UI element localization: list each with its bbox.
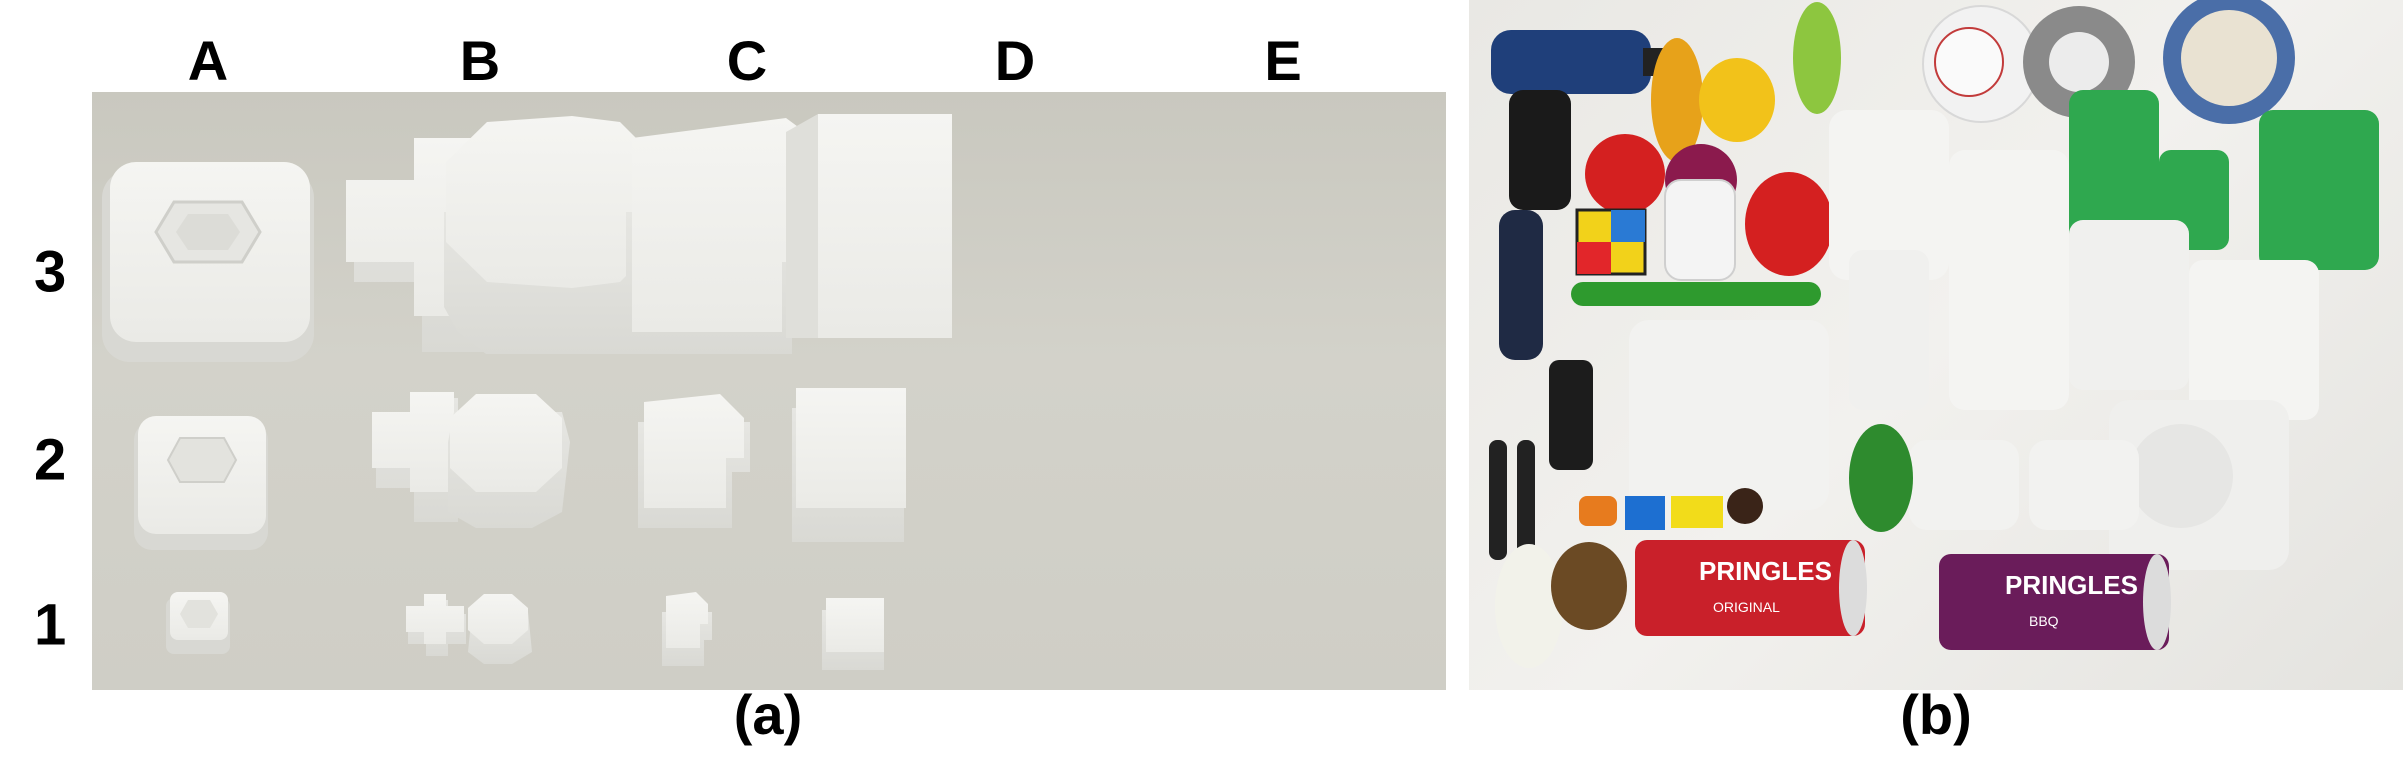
plush-hedgehog xyxy=(1551,542,1627,630)
rubik-cube xyxy=(1575,208,1647,276)
photo-panel-b: PRINGLES ORIGINAL PRINGLES BBQ xyxy=(1469,0,2403,690)
object-e2 xyxy=(792,388,906,542)
white-printed-parts xyxy=(1629,110,2319,570)
blue-block xyxy=(1625,496,1665,530)
toy-figure-red xyxy=(1745,172,1833,276)
column-label-e: E xyxy=(1264,29,1302,92)
row-label-3: 3 xyxy=(34,239,67,305)
object-e1 xyxy=(822,598,884,670)
column-label-d: D xyxy=(994,29,1036,92)
toy-cucumber xyxy=(1793,2,1841,114)
printed-objects-illustration xyxy=(102,114,952,670)
pringles-can-bbq: PRINGLES BBQ xyxy=(1939,554,2171,650)
caption-a: (a) xyxy=(733,683,803,746)
toy-figure-green xyxy=(1849,424,1913,532)
toy-pepper xyxy=(1699,58,1775,142)
pliers xyxy=(1489,440,1535,560)
column-label-b: B xyxy=(459,29,501,92)
can1-flavor: ORIGINAL xyxy=(1713,599,1780,615)
orange-block xyxy=(1579,496,1617,526)
dark-ball xyxy=(1727,488,1763,524)
row-label-1: 1 xyxy=(34,592,67,658)
row-label-2: 2 xyxy=(34,427,67,493)
soap-bottle xyxy=(1664,179,1736,281)
object-d2 xyxy=(638,394,750,528)
caption-b: (b) xyxy=(1900,683,1972,746)
object-a3 xyxy=(102,162,314,362)
can1-brand: PRINGLES xyxy=(1699,556,1832,586)
baseball xyxy=(1934,27,2004,97)
flashlight xyxy=(1549,360,1593,470)
toy-green-pepper xyxy=(1571,282,1821,306)
yellow-block xyxy=(1671,496,1723,528)
object-b1 xyxy=(406,594,466,656)
power-drill xyxy=(1491,30,1667,210)
column-label-a: A xyxy=(187,29,229,92)
object-d3 xyxy=(626,118,834,354)
plush-duck xyxy=(1495,544,1563,668)
object-e3 xyxy=(786,114,952,338)
photo-panel-a xyxy=(92,92,1446,690)
toy-tomato xyxy=(1585,134,1665,214)
object-a1 xyxy=(166,592,230,654)
pringles-can-original: PRINGLES ORIGINAL xyxy=(1635,540,1867,636)
object-d1 xyxy=(662,592,712,666)
hammer-handle xyxy=(1499,210,1543,360)
column-label-c: C xyxy=(726,29,768,92)
can2-brand: PRINGLES xyxy=(2005,570,2138,600)
toy-corn xyxy=(1651,38,1703,162)
household-objects-illustration: PRINGLES ORIGINAL PRINGLES BBQ xyxy=(1489,0,2379,668)
object-c1 xyxy=(468,594,532,664)
object-a2 xyxy=(134,416,268,550)
can2-flavor: BBQ xyxy=(2029,613,2059,629)
object-c2 xyxy=(448,394,570,528)
